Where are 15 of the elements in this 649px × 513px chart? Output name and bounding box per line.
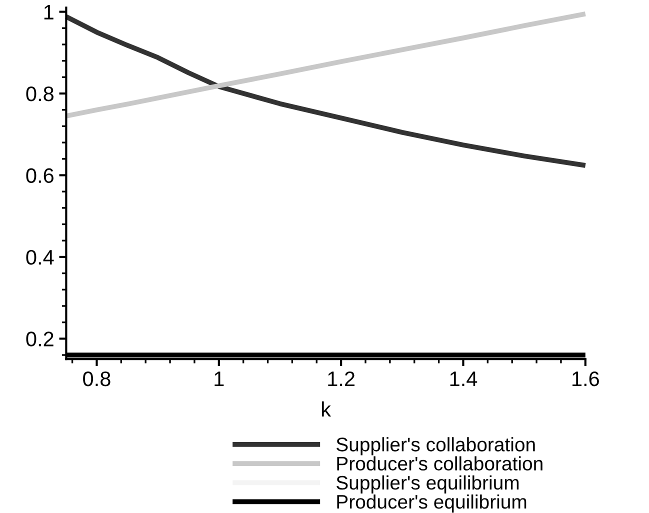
legend-label: Supplier's collaboration	[336, 437, 535, 456]
y-tick-label: 0.4	[26, 250, 54, 265]
x-tick-label: 1.2	[328, 371, 355, 386]
y-tick-label: 0.6	[26, 168, 54, 183]
legend-label: Producer's collaboration	[337, 456, 542, 471]
y-tick-label: 0.2	[26, 332, 54, 346]
y-tick-label: 0.8	[26, 86, 54, 102]
legend-label: Producer's equilibrium	[337, 494, 526, 513]
x-tick-label: 1.6	[572, 371, 599, 386]
x-tick-label: 0.8	[83, 371, 110, 386]
x-axis-title: k	[322, 401, 332, 417]
legend-label: Supplier's equilibrium	[336, 475, 519, 494]
x-tick-label: 1.4	[450, 372, 478, 386]
x-tick-label: 1	[214, 372, 224, 386]
y-tick-label: 1	[44, 4, 54, 20]
